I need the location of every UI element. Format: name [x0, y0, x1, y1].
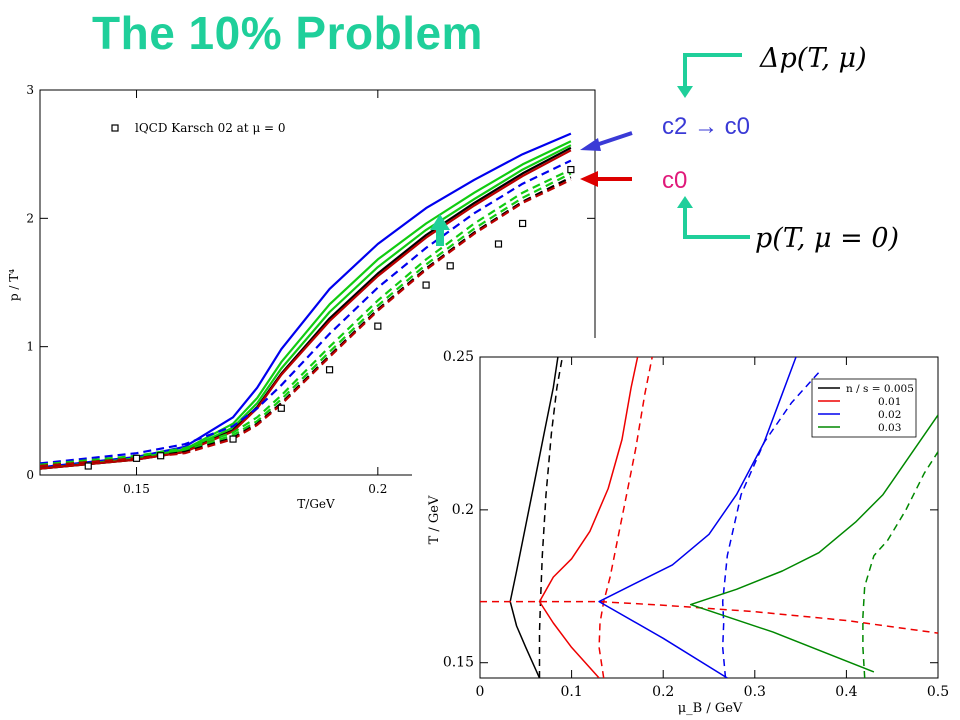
teal-up-arrowhead-icon [430, 214, 450, 230]
teal-elbow-arrow-down [683, 53, 742, 90]
x-tick-label: 0.2 [652, 684, 674, 700]
data-marker [567, 165, 575, 174]
series-line-7 [40, 172, 572, 468]
data-marker [229, 435, 237, 443]
red-arrowhead-icon [580, 171, 598, 187]
p-mu0-label: p(T, μ = 0) [755, 223, 899, 254]
x-tick-label: 0.3 [744, 684, 766, 700]
series-line-9 [40, 178, 572, 468]
y-tick-label: 3 [26, 83, 34, 97]
delta-p-label: Δp(T, μ) [759, 43, 867, 74]
data-marker [84, 462, 92, 470]
data-marker [132, 454, 141, 462]
pressure-chart-series [40, 132, 572, 470]
data-marker [157, 452, 165, 460]
y-tick-label: 1 [26, 340, 34, 354]
phase-chart-series [480, 357, 938, 678]
phase-chart-ticks: 0 0.1 0.2 0.3 0.4 0.5 0.15 0.2 0.25 [443, 349, 949, 700]
series-line-5 [40, 159, 572, 465]
legend-square-marker [111, 124, 119, 132]
x-tick-label: 0 [476, 684, 485, 700]
pressure-chart-ticks: 0.15 0.2 0 1 2 3 [26, 83, 595, 496]
pressure-chart-legend: lQCD Karsch 02 at μ = 0 [111, 121, 286, 135]
series-line-6 [40, 168, 572, 466]
phase-xlabel: μ_B / GeV [678, 701, 743, 716]
x-tick-label: 0.1 [560, 684, 582, 700]
data-marker [446, 262, 454, 270]
c0-label: c0 [662, 167, 687, 194]
legend-item-label: 0.01 [878, 396, 901, 408]
y-tick-label: 0.2 [452, 502, 474, 518]
data-marker [325, 366, 334, 374]
y-tick-label: 0 [26, 468, 34, 482]
series-line-0 [509, 357, 559, 678]
annotations: Δp(T, μ) c2 → c0 c0 p(T, μ = 0) [430, 43, 899, 254]
blue-arrow-shaft [595, 131, 633, 147]
x-tick-label: 0.15 [123, 482, 150, 496]
pressure-legend-label: lQCD Karsch 02 at μ = 0 [135, 121, 286, 135]
data-marker [374, 322, 382, 330]
data-marker [519, 219, 527, 228]
legend-item-label: 0.03 [878, 422, 901, 434]
series-line-6 [721, 371, 820, 678]
teal-arrowhead-down-icon [677, 86, 693, 98]
series-line-7 [689, 414, 938, 673]
data-marker [494, 240, 503, 248]
pressure-ylabel: p / T⁴ [7, 269, 21, 301]
phase-ylabel: T / GeV [427, 495, 442, 544]
blue-arrowhead-icon [580, 138, 601, 151]
data-marker [277, 404, 285, 412]
c2-to-c0-label: c2 → c0 [662, 113, 750, 140]
x-tick-label: 0.5 [927, 684, 949, 700]
legend-item-label: 0.02 [878, 409, 901, 421]
phase-diagram-chart: 0 0.1 0.2 0.3 0.4 0.5 0.15 0.2 0.25 n / s = 0.00… [412, 338, 960, 720]
y-tick-label: 0.15 [443, 655, 474, 671]
series-line-8 [862, 451, 938, 678]
teal-elbow-arrow-up [683, 205, 750, 239]
series-line-2 [538, 357, 639, 678]
pressure-chart-markers [84, 165, 575, 470]
data-marker [422, 281, 430, 289]
y-tick-label: 2 [26, 211, 34, 225]
series-line-1 [538, 357, 564, 678]
legend-item-label: n / s = 0.005 [846, 383, 914, 395]
slide-title: The 10% Problem [92, 7, 483, 59]
teal-up-arrow-shaft [436, 228, 444, 246]
x-tick-label: 0.2 [368, 482, 387, 496]
x-tick-label: 0.4 [835, 684, 857, 700]
y-tick-label: 0.25 [443, 349, 474, 365]
series-line-5 [598, 357, 797, 678]
series-line-4 [598, 357, 653, 678]
pressure-xlabel: T/GeV [297, 497, 335, 511]
teal-arrowhead-up-icon [677, 196, 693, 208]
series-line-3 [480, 600, 938, 634]
